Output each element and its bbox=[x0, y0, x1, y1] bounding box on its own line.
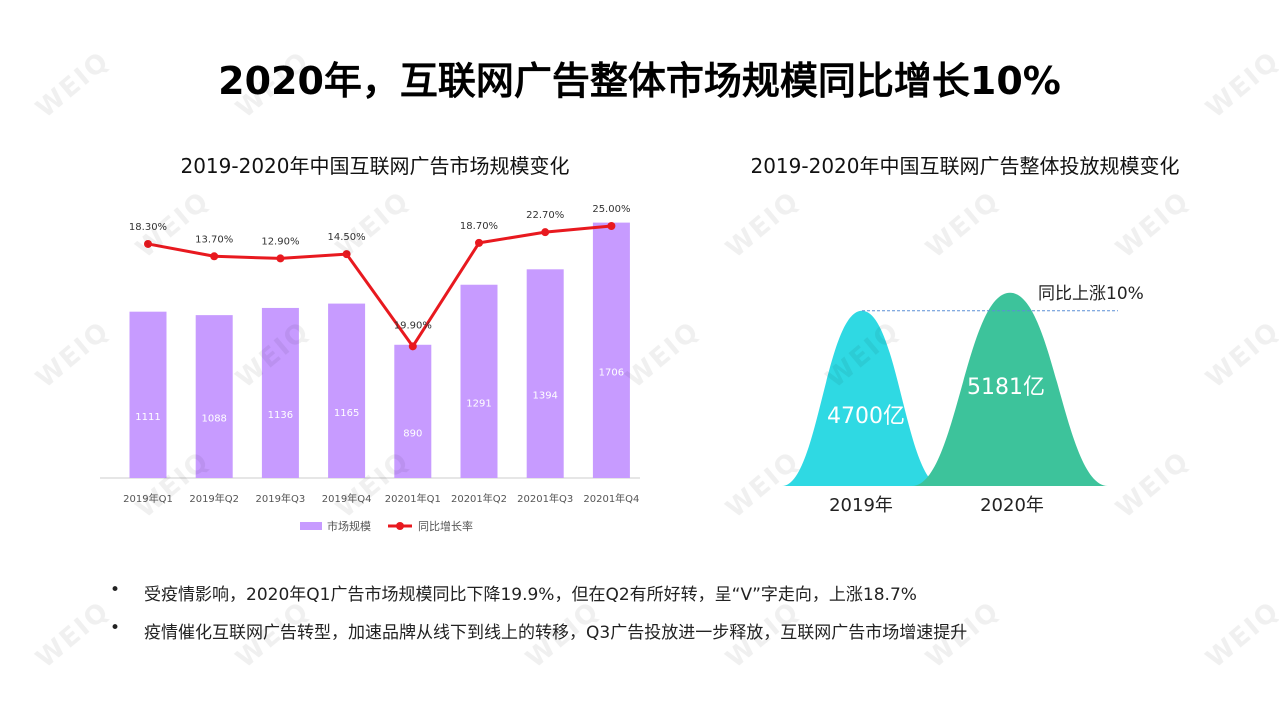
growth-point bbox=[541, 228, 550, 237]
page-title: 2020年，互联网广告整体市场规模同比增长10% bbox=[218, 59, 1061, 103]
x-tick-label: 2019年Q4 bbox=[322, 492, 372, 505]
bullet-item: • 受疫情影响，2020年Q1广告市场规模同比下降19.9%，但在Q2有所好转，… bbox=[110, 580, 1210, 618]
bar-value-label: 1165 bbox=[334, 408, 359, 419]
growth-point bbox=[607, 222, 616, 230]
growth-value-label: 25.00% bbox=[592, 204, 630, 215]
growth-line bbox=[147, 224, 612, 348]
growth-annotation: 同比上涨10% bbox=[1038, 284, 1144, 304]
bar-value-label: 1706 bbox=[599, 367, 624, 378]
bell-category-label: 2019年 bbox=[829, 495, 893, 516]
bar bbox=[195, 315, 233, 478]
x-tick-label: 20201年Q4 bbox=[583, 492, 639, 505]
bar bbox=[129, 311, 167, 478]
bell-curve-2019 bbox=[782, 310, 942, 486]
x-tick-label: 20201年Q2 bbox=[451, 492, 507, 505]
bullet-text: 受疫情影响，2020年Q1广告市场规模同比下降19.9%，但在Q2有所好转，呈“… bbox=[144, 585, 917, 605]
bar-value-label: 1088 bbox=[201, 414, 226, 425]
bar-value-label: 890 bbox=[403, 428, 422, 439]
growth-value-label: 13.70% bbox=[195, 234, 233, 245]
growth-value-label: 18.30% bbox=[129, 222, 167, 233]
bell-value-label: 4700亿 bbox=[827, 404, 905, 429]
bullet-list: • 受疫情影响，2020年Q1广告市场规模同比下降19.9%，但在Q2有所好转，… bbox=[110, 580, 1210, 656]
growth-point bbox=[475, 238, 483, 247]
growth-point bbox=[342, 250, 351, 259]
bullet-text: 疫情催化互联网广告转型，加速品牌从线下到线上的转移，Q3广告投放进一步释放，互联… bbox=[144, 623, 968, 643]
growth-point bbox=[144, 239, 152, 248]
bullet-dot: • bbox=[110, 618, 121, 638]
bar-value-label: 1136 bbox=[268, 410, 293, 421]
growth-value-label: 22.70% bbox=[526, 210, 564, 221]
x-tick-label: 2019年Q1 bbox=[123, 492, 173, 505]
bar-value-label: 1111 bbox=[135, 412, 160, 423]
bell-category-label: 2020年 bbox=[980, 495, 1044, 516]
bar-chart-title: 2019-2020年中国互联网广告市场规模变化 bbox=[180, 154, 570, 178]
bar bbox=[394, 344, 432, 478]
growth-point bbox=[408, 342, 417, 351]
growth-value-label: 19.90% bbox=[394, 320, 432, 331]
legend-bar-swatch bbox=[300, 522, 322, 530]
growth-value-label: 18.70% bbox=[460, 221, 498, 232]
growth-point bbox=[210, 252, 219, 261]
legend-bar-label: 市场规模 bbox=[327, 519, 371, 533]
legend-line-label: 同比增长率 bbox=[418, 519, 473, 533]
bell-curve-2020 bbox=[912, 292, 1108, 486]
bar-value-label: 1291 bbox=[466, 398, 491, 409]
bullet-dot: • bbox=[110, 580, 121, 600]
bar bbox=[328, 303, 366, 478]
growth-point bbox=[276, 254, 285, 263]
bar-value-label: 1394 bbox=[532, 391, 557, 402]
legend-line-marker bbox=[396, 522, 404, 530]
x-tick-label: 20201年Q3 bbox=[517, 492, 573, 505]
growth-value-label: 12.90% bbox=[261, 236, 299, 247]
growth-value-label: 14.50% bbox=[328, 232, 366, 243]
bell-value-label: 5181亿 bbox=[967, 375, 1045, 400]
x-tick-label: 2019年Q3 bbox=[256, 492, 306, 505]
bell-chart-title: 2019-2020年中国互联网广告整体投放规模变化 bbox=[750, 154, 1180, 178]
bar bbox=[526, 269, 564, 478]
bar bbox=[261, 307, 299, 478]
x-tick-label: 20201年Q1 bbox=[385, 492, 441, 505]
bar bbox=[592, 222, 630, 478]
bullet-item: • 疫情催化互联网广告转型，加速品牌从线下到线上的转移，Q3广告投放进一步释放，… bbox=[110, 618, 1210, 656]
bar bbox=[460, 284, 498, 478]
x-tick-label: 2019年Q2 bbox=[189, 492, 239, 505]
